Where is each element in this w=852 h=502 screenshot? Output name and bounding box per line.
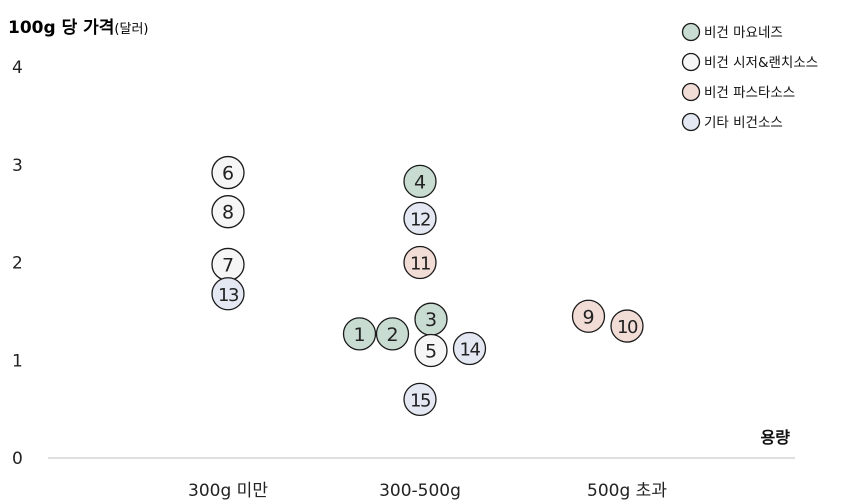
- legend-label: 비건 마요네즈: [704, 25, 783, 41]
- point-label: 9: [582, 306, 594, 328]
- point-label: 14: [460, 340, 481, 361]
- x-axis-label: 용량: [761, 428, 791, 447]
- data-point: 13: [211, 277, 245, 311]
- y-tick-label: 1: [12, 351, 23, 371]
- x-categories: 300g 미만 300-500g 500g 초과: [188, 481, 667, 501]
- point-label: 1: [353, 324, 365, 346]
- point-label: 4: [414, 171, 426, 193]
- point-marker: [452, 331, 487, 366]
- point-marker: [403, 164, 437, 199]
- legend-item: 비건 파스타소스: [681, 82, 795, 102]
- point-label: 11: [410, 254, 430, 275]
- point-marker: [211, 277, 245, 311]
- legend-label: 기타 비건소스: [704, 115, 783, 131]
- data-point: 4: [403, 164, 437, 199]
- data-point: 6: [211, 155, 245, 190]
- data-point: 3: [414, 302, 448, 336]
- legend-marker: [681, 52, 701, 72]
- legend-item: 비건 시저&랜치소스: [681, 52, 818, 72]
- data-point: 14: [452, 331, 487, 366]
- point-marker: [610, 309, 644, 343]
- point-marker: [375, 317, 410, 351]
- point-marker: [414, 333, 448, 368]
- legend-marker: [681, 22, 701, 42]
- point-label: 10: [617, 317, 638, 338]
- x-category-label: 300-500g: [379, 481, 461, 501]
- point-marker: [403, 382, 437, 417]
- data-point: 1: [342, 317, 377, 351]
- x-category-label: 500g 초과: [587, 481, 667, 501]
- point-marker: [342, 317, 377, 351]
- data-point: 12: [403, 201, 437, 236]
- point-marker: [211, 195, 245, 229]
- point-label: 13: [218, 285, 239, 306]
- legend-item: 기타 비건소스: [681, 112, 783, 132]
- legend-marker: [681, 112, 701, 132]
- data-point: 11: [403, 245, 437, 280]
- point-label: 7: [222, 254, 234, 276]
- data-point: 7: [211, 247, 245, 282]
- data-point: 8: [211, 195, 245, 229]
- y-tick-label: 2: [12, 254, 23, 274]
- data-point: 15: [403, 382, 437, 417]
- data-point: 5: [414, 333, 448, 368]
- point-label: 12: [410, 210, 430, 231]
- y-tick-label: 4: [12, 58, 23, 78]
- point-label: 8: [222, 202, 234, 224]
- point-label: 15: [410, 390, 430, 411]
- legend-item: 비건 마요네즈: [681, 22, 783, 42]
- y-tick-label: 0: [12, 449, 23, 469]
- legend-label: 비건 시저&랜치소스: [704, 55, 818, 71]
- point-label: 5: [425, 340, 437, 362]
- point-label: 2: [386, 324, 398, 346]
- point-marker: [403, 201, 437, 236]
- data-point: 9: [571, 299, 606, 333]
- data-point: 2: [375, 317, 410, 351]
- x-category-label: 300g 미만: [188, 481, 268, 501]
- legend-label: 비건 파스타소스: [704, 85, 795, 101]
- legend-marker: [681, 82, 701, 102]
- point-marker: [403, 245, 437, 280]
- y-axis-label: 100g 당 가격(달러): [8, 18, 149, 38]
- y-tick-label: 3: [12, 156, 23, 176]
- point-label: 6: [222, 163, 234, 185]
- y-axis-label-unit: (달러): [114, 22, 148, 37]
- point-marker: [211, 155, 245, 190]
- point-marker: [571, 299, 606, 333]
- y-ticks: 0 1 2 3 4: [12, 58, 23, 469]
- data-point: 10: [610, 309, 644, 343]
- y-axis-label-main: 100g 당 가격: [8, 18, 114, 38]
- point-label: 3: [425, 309, 437, 331]
